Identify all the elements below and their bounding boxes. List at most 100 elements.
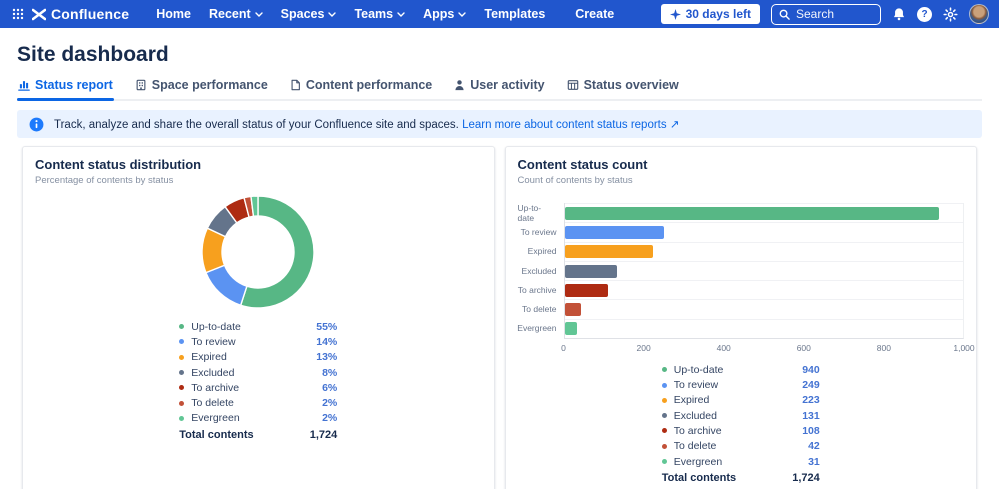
legend-item: Expired 13% xyxy=(179,350,337,365)
search-input[interactable] xyxy=(796,7,866,21)
legend-label: To delete xyxy=(191,397,234,410)
tab-content-performance[interactable]: Content performance xyxy=(289,76,433,99)
sparkle-icon xyxy=(669,8,681,20)
x-axis-tick: 800 xyxy=(876,343,891,354)
legend-item: To archive 6% xyxy=(179,380,337,395)
legend-dot xyxy=(179,400,185,406)
legend-value[interactable]: 108 xyxy=(802,424,820,437)
legend-label: Excluded xyxy=(673,409,717,422)
legend-value[interactable]: 8% xyxy=(322,366,338,379)
bar-up-to-date[interactable] xyxy=(564,206,940,220)
nav-item-teams[interactable]: Teams xyxy=(347,3,412,25)
donut-slice-to-review[interactable] xyxy=(205,264,249,307)
bar-excluded[interactable] xyxy=(564,264,617,278)
donut-slice-evergreen[interactable] xyxy=(250,195,259,218)
search-icon xyxy=(779,9,790,20)
bar-row xyxy=(564,280,963,299)
bar-chart-subtitle: Count of contents by status xyxy=(517,175,633,186)
user-avatar[interactable] xyxy=(969,4,989,24)
bar-label: To delete xyxy=(522,304,557,315)
legend-label: Expired xyxy=(673,394,710,407)
bar-row xyxy=(564,222,963,241)
legend-item: Evergreen 2% xyxy=(179,411,337,426)
tab-status-report[interactable]: Status report xyxy=(17,76,114,101)
legend-value[interactable]: 6% xyxy=(322,381,338,394)
legend-item: Evergreen 31 xyxy=(661,454,820,469)
trial-days-left-button[interactable]: 30 days left xyxy=(660,4,760,24)
settings-gear-icon[interactable] xyxy=(943,6,958,22)
notifications-bell-icon[interactable] xyxy=(892,7,906,21)
legend-item: To review 249 xyxy=(661,377,820,392)
legend-dot xyxy=(179,415,185,421)
legend-label: Expired xyxy=(191,351,227,364)
nav-item-recent[interactable]: Recent xyxy=(202,3,270,25)
tab-space-performance[interactable]: Space performance xyxy=(134,76,269,99)
bar-expired[interactable] xyxy=(564,245,654,259)
donut-chart-title: Content status distribution xyxy=(35,157,202,172)
legend-dot xyxy=(661,382,667,388)
legend-value[interactable]: 249 xyxy=(802,379,820,392)
nav-item-home[interactable]: Home xyxy=(156,7,191,21)
legend-item: To delete 2% xyxy=(179,395,337,410)
legend-dot xyxy=(661,413,667,419)
legend-item: To review 14% xyxy=(179,334,337,349)
tab-user-activity[interactable]: User activity xyxy=(453,76,545,99)
chevron-down-icon xyxy=(458,11,467,17)
legend-dot xyxy=(661,397,667,403)
tab-status-overview[interactable]: Status overview xyxy=(566,76,680,99)
bar-to-archive[interactable] xyxy=(564,283,608,297)
confluence-logo[interactable]: Confluence xyxy=(32,6,129,22)
bar-label: Evergreen xyxy=(517,323,557,334)
legend-dot xyxy=(661,428,667,434)
legend-value[interactable]: 31 xyxy=(808,455,820,468)
top-navbar: Confluence Home Recent Spaces Teams Apps… xyxy=(0,0,999,28)
legend-label: To review xyxy=(673,379,719,392)
legend-label: To review xyxy=(191,335,236,348)
nav-item-templates[interactable]: Templates xyxy=(484,7,546,21)
legend-dot xyxy=(179,324,185,330)
x-axis-tick: 600 xyxy=(796,343,811,354)
bar-to-delete[interactable] xyxy=(564,303,582,317)
bar-row xyxy=(564,203,963,222)
legend-label: To delete xyxy=(673,440,717,453)
content-status-count-card: Content status count Count of contents b… xyxy=(504,146,977,489)
chevron-down-icon xyxy=(254,11,263,17)
nav-item-spaces[interactable]: Spaces xyxy=(274,3,344,25)
learn-more-link[interactable]: Learn more about content status reports … xyxy=(462,119,680,131)
legend-label: To archive xyxy=(191,381,240,394)
legend-value[interactable]: 131 xyxy=(802,409,820,422)
external-link-arrow: ↗ xyxy=(669,119,680,131)
bar-chart: Up-to-date To review Expired Excluded To arc… xyxy=(517,203,964,340)
legend-dot xyxy=(179,370,185,376)
legend-dot xyxy=(661,443,667,449)
donut-slice-up-to-date[interactable] xyxy=(240,195,315,309)
legend-value[interactable]: 55% xyxy=(316,320,338,333)
x-axis-tick: 1,000 xyxy=(953,343,975,354)
bar-to-review[interactable] xyxy=(564,225,664,239)
bar-label: Expired xyxy=(527,246,557,257)
content-status-distribution-card: Content status distribution Percentage o… xyxy=(22,146,495,489)
help-icon[interactable]: ? xyxy=(917,6,932,22)
search-box[interactable] xyxy=(771,3,881,25)
app-switcher-icon[interactable] xyxy=(12,8,24,20)
info-icon xyxy=(29,117,44,131)
legend-label: Up-to-date xyxy=(191,320,241,333)
legend-item: Excluded 8% xyxy=(179,365,337,380)
legend-value[interactable]: 13% xyxy=(316,351,338,364)
legend-value[interactable]: 223 xyxy=(802,394,820,407)
x-axis-tick: 200 xyxy=(636,343,651,354)
nav-item-create[interactable]: Create xyxy=(575,7,615,21)
bar-row xyxy=(564,299,963,318)
legend-label: Evergreen xyxy=(191,412,240,425)
legend-value[interactable]: 14% xyxy=(316,335,338,348)
nav-item-apps[interactable]: Apps xyxy=(416,3,473,25)
legend-dot xyxy=(179,354,185,360)
legend-value[interactable]: 42 xyxy=(808,440,820,453)
legend-value[interactable]: 940 xyxy=(802,363,820,376)
user-icon xyxy=(455,80,464,91)
legend-value[interactable]: 2% xyxy=(322,412,338,425)
legend-item: Up-to-date 940 xyxy=(661,362,820,377)
donut-chart-subtitle: Percentage of contents by status xyxy=(35,175,174,186)
legend-value[interactable]: 2% xyxy=(322,397,338,410)
bar-evergreen[interactable] xyxy=(564,322,577,336)
